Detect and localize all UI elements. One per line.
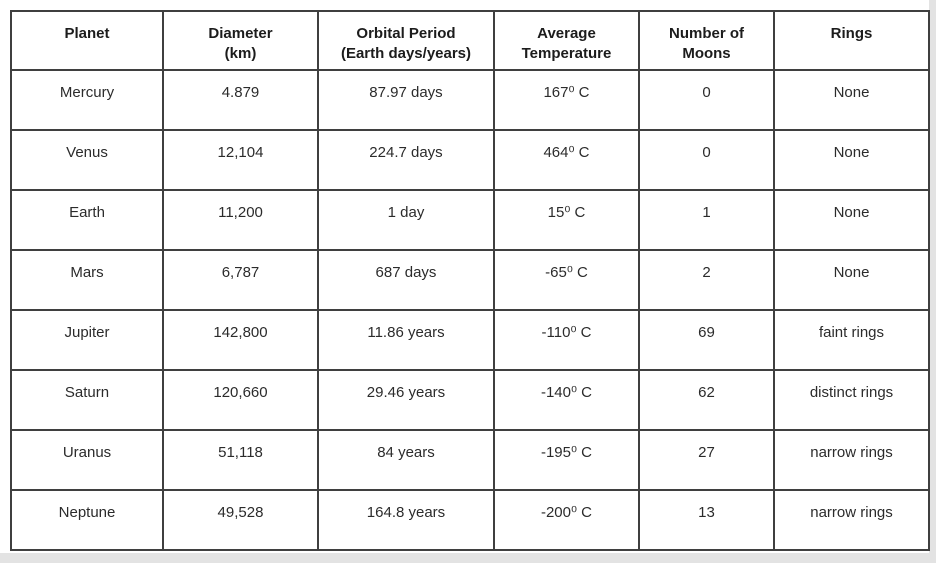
cell-temperature: 464⁰ C [493, 129, 640, 191]
page-edge-right [929, 0, 936, 563]
cell-planet: Uranus [10, 429, 164, 491]
cell-temperature: 15⁰ C [493, 189, 640, 251]
cell-orbital-period: 164.8 years [317, 489, 495, 551]
table-row: Mars 6,787 687 days -65⁰ C 2 None [10, 249, 930, 311]
cell-moons: 2 [638, 249, 775, 311]
cell-rings: faint rings [773, 309, 930, 371]
cell-orbital-period: 11.86 years [317, 309, 495, 371]
cell-diameter: 142,800 [162, 309, 319, 371]
page-edge-bottom [0, 553, 936, 563]
header-cell-rings: Rings [773, 10, 930, 71]
header-cell-moons: Number of Moons [638, 10, 775, 71]
cell-rings: None [773, 189, 930, 251]
cell-moons: 13 [638, 489, 775, 551]
cell-temperature: -195⁰ C [493, 429, 640, 491]
cell-temperature: -140⁰ C [493, 369, 640, 431]
cell-orbital-period: 29.46 years [317, 369, 495, 431]
cell-planet: Earth [10, 189, 164, 251]
header-cell-orbital-period: Orbital Period (Earth days/years) [317, 10, 495, 71]
cell-rings: None [773, 129, 930, 191]
header-cell-diameter: Diameter (km) [162, 10, 319, 71]
cell-moons: 69 [638, 309, 775, 371]
cell-rings: None [773, 249, 930, 311]
cell-diameter: 11,200 [162, 189, 319, 251]
table-row: Mercury 4.879 87.97 days 167⁰ C 0 None [10, 69, 930, 131]
cell-rings: distinct rings [773, 369, 930, 431]
cell-planet: Saturn [10, 369, 164, 431]
cell-temperature: 167⁰ C [493, 69, 640, 131]
cell-rings: None [773, 69, 930, 131]
cell-diameter: 120,660 [162, 369, 319, 431]
cell-planet: Mercury [10, 69, 164, 131]
table-row: Neptune 49,528 164.8 years -200⁰ C 13 na… [10, 489, 930, 551]
cell-orbital-period: 224.7 days [317, 129, 495, 191]
cell-temperature: -200⁰ C [493, 489, 640, 551]
cell-orbital-period: 687 days [317, 249, 495, 311]
cell-rings: narrow rings [773, 429, 930, 491]
table-row: Jupiter 142,800 11.86 years -110⁰ C 69 f… [10, 309, 930, 371]
table-row: Earth 11,200 1 day 15⁰ C 1 None [10, 189, 930, 251]
cell-orbital-period: 84 years [317, 429, 495, 491]
cell-moons: 1 [638, 189, 775, 251]
table-row: Venus 12,104 224.7 days 464⁰ C 0 None [10, 129, 930, 191]
cell-orbital-period: 87.97 days [317, 69, 495, 131]
cell-planet: Jupiter [10, 309, 164, 371]
cell-moons: 0 [638, 129, 775, 191]
cell-moons: 62 [638, 369, 775, 431]
planets-table: Planet Diameter (km) Orbital Period (Ear… [10, 10, 930, 551]
cell-temperature: -110⁰ C [493, 309, 640, 371]
header-cell-temperature: Average Temperature [493, 10, 640, 71]
cell-rings: narrow rings [773, 489, 930, 551]
cell-diameter: 51,118 [162, 429, 319, 491]
header-row: Planet Diameter (km) Orbital Period (Ear… [10, 10, 930, 71]
cell-moons: 0 [638, 69, 775, 131]
cell-diameter: 49,528 [162, 489, 319, 551]
cell-planet: Neptune [10, 489, 164, 551]
cell-diameter: 6,787 [162, 249, 319, 311]
cell-planet: Venus [10, 129, 164, 191]
cell-planet: Mars [10, 249, 164, 311]
cell-diameter: 12,104 [162, 129, 319, 191]
table-row: Saturn 120,660 29.46 years -140⁰ C 62 di… [10, 369, 930, 431]
header-cell-planet: Planet [10, 10, 164, 71]
cell-diameter: 4.879 [162, 69, 319, 131]
cell-orbital-period: 1 day [317, 189, 495, 251]
cell-moons: 27 [638, 429, 775, 491]
cell-temperature: -65⁰ C [493, 249, 640, 311]
table-row: Uranus 51,118 84 years -195⁰ C 27 narrow… [10, 429, 930, 491]
